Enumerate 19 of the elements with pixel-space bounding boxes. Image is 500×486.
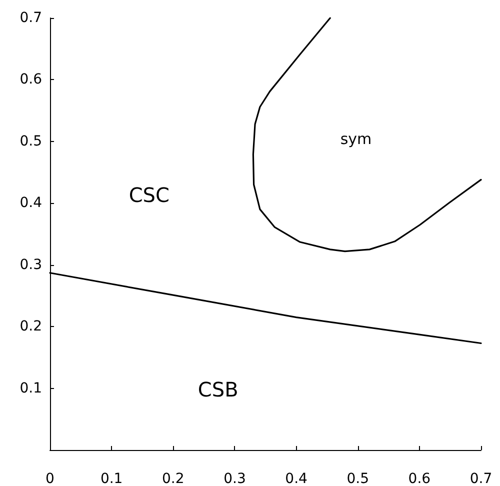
- annotation: CSB: [198, 378, 238, 402]
- x-tick-label: 0.4: [285, 471, 308, 486]
- x-tick-label: 0: [46, 471, 54, 486]
- annotation: CSC: [128, 183, 170, 208]
- x-tick-label: 0.6: [408, 471, 431, 486]
- x-tick-label: 0.1: [100, 471, 123, 486]
- y-tick-label: 0.7: [20, 10, 42, 26]
- y-tick-label: 0.4: [20, 195, 42, 212]
- x-tick-label: 0.2: [162, 471, 184, 486]
- x-tick-label: 0.5: [346, 471, 369, 486]
- y-tick-label: 0.5: [20, 133, 42, 150]
- y-tick-label: 0.1: [20, 380, 42, 396]
- x-tick-label: 0.7: [470, 471, 492, 486]
- annotation: sym: [340, 130, 372, 148]
- line-series: [252, 17, 482, 252]
- x-tick-label: 0.3: [224, 471, 246, 486]
- y-tick-label: 0.2: [20, 318, 42, 335]
- y-tick-label: 0.6: [20, 72, 42, 88]
- y-tick-label: 0.3: [20, 256, 42, 273]
